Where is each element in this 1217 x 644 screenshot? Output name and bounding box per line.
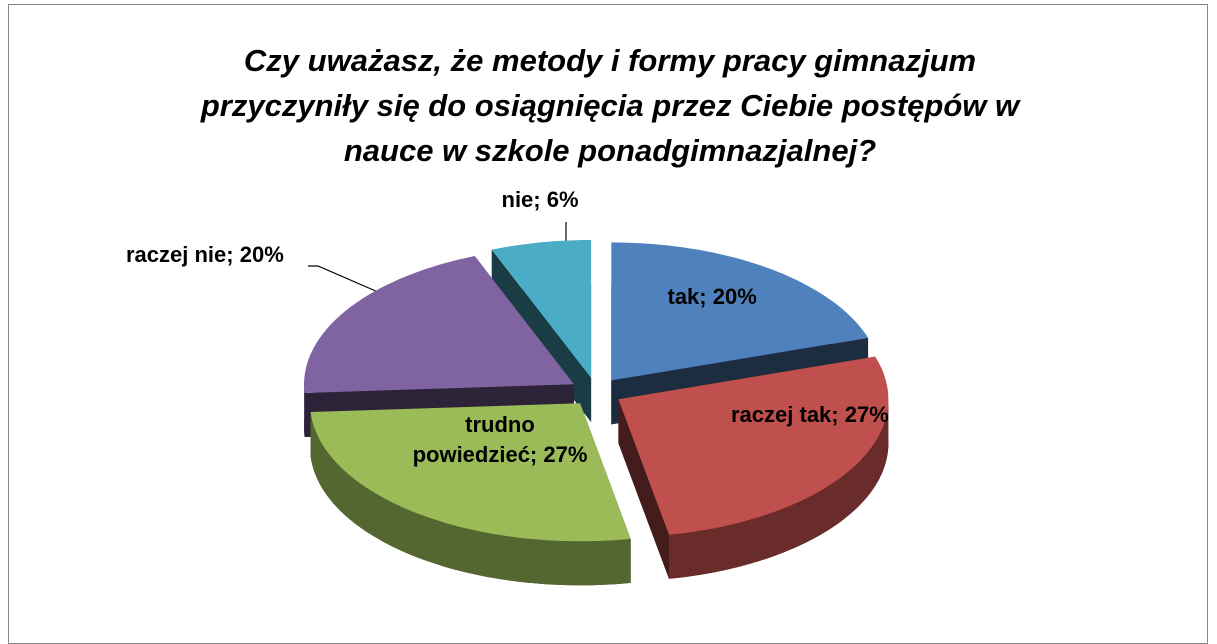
- chart-title: Czy uważasz, że metody i formy pracy gim…: [200, 43, 1020, 168]
- slice-top: [304, 256, 574, 393]
- slice-side: [618, 399, 669, 579]
- data-label: nie; 6%: [501, 187, 579, 212]
- leader-line: [308, 265, 379, 293]
- slice-top: [310, 403, 631, 542]
- slice: [310, 403, 631, 586]
- slice-top: [618, 356, 889, 535]
- slice-top: [611, 242, 869, 381]
- chart: [304, 222, 889, 586]
- data-label: tak; 20%: [667, 284, 757, 309]
- slice-top: [491, 240, 592, 378]
- slice: [618, 356, 889, 579]
- slice-wall: [669, 399, 889, 579]
- slice-wall: [310, 412, 631, 586]
- data-label: trudno powiedzieć; 27%: [412, 412, 588, 467]
- data-label: raczej nie; 20%: [126, 242, 284, 267]
- page: Czy uważasz, że metody i formy pracy gim…: [8, 4, 1208, 644]
- data-label: raczej tak; 27%: [731, 402, 889, 427]
- slice-wall: [304, 384, 305, 437]
